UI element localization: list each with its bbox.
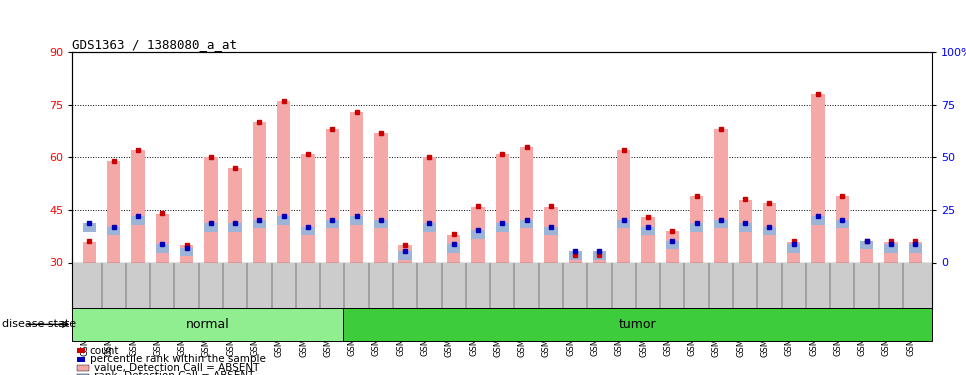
Bar [350,216,363,225]
Text: tumor: tumor [618,318,656,331]
Bar [836,220,849,228]
Bar [374,133,387,262]
Bar [641,217,655,262]
Bar [738,200,752,262]
Bar [107,161,121,262]
Bar [569,251,582,260]
Bar [253,220,267,228]
Bar [860,242,873,262]
Bar [714,220,727,228]
Bar [738,223,752,232]
Bar [301,154,315,262]
Bar [496,223,509,232]
Text: value, Detection Call = ABSENT: value, Detection Call = ABSENT [94,363,259,373]
Bar [131,216,145,225]
Bar [569,255,582,262]
Text: disease state: disease state [2,320,76,329]
Text: GDS1363 / 1388080_a_at: GDS1363 / 1388080_a_at [72,38,238,51]
Bar [326,220,339,228]
Bar [471,207,485,262]
Bar [229,223,242,232]
Bar [520,220,533,228]
Bar [544,207,557,262]
Bar [399,251,412,260]
Bar [908,244,922,253]
Text: count: count [90,346,120,355]
Bar [83,223,97,232]
Bar [301,226,315,236]
Bar [326,129,339,262]
Bar [787,244,801,253]
Bar [156,244,169,253]
Bar [180,245,193,262]
Bar [811,94,825,262]
Bar [617,220,631,228]
Bar [496,154,509,262]
Bar [714,129,727,262]
Bar [884,242,897,262]
Bar [423,158,436,262]
Bar [860,241,873,249]
Bar [787,242,801,262]
Bar [229,168,242,262]
Bar [83,242,97,262]
Bar [156,213,169,262]
Bar [593,251,606,260]
Bar [204,223,217,232]
Bar [447,234,461,262]
Bar [617,150,631,262]
Bar [180,248,193,256]
Bar [666,231,679,262]
Bar [72,308,343,341]
Bar [763,226,776,236]
Bar [399,245,412,262]
Bar [666,241,679,249]
Bar [343,308,932,341]
Bar [423,223,436,232]
Bar [593,255,606,262]
Bar [544,226,557,236]
Bar [690,196,703,262]
Bar [374,220,387,228]
Bar [277,102,291,262]
Bar [350,112,363,262]
Text: normal: normal [185,318,230,331]
Bar [690,223,703,232]
Bar [520,147,533,262]
Bar [447,244,461,253]
Bar [471,230,485,239]
Text: percentile rank within the sample: percentile rank within the sample [90,354,266,364]
Bar [107,226,121,236]
Bar [908,242,922,262]
Bar [763,203,776,262]
Bar [836,196,849,262]
Bar [204,158,217,262]
Text: rank, Detection Call = ABSENT: rank, Detection Call = ABSENT [94,372,254,375]
Bar [131,150,145,262]
Bar [277,216,291,225]
Bar [641,226,655,236]
Bar [811,216,825,225]
Bar [884,244,897,253]
Bar [253,123,267,262]
